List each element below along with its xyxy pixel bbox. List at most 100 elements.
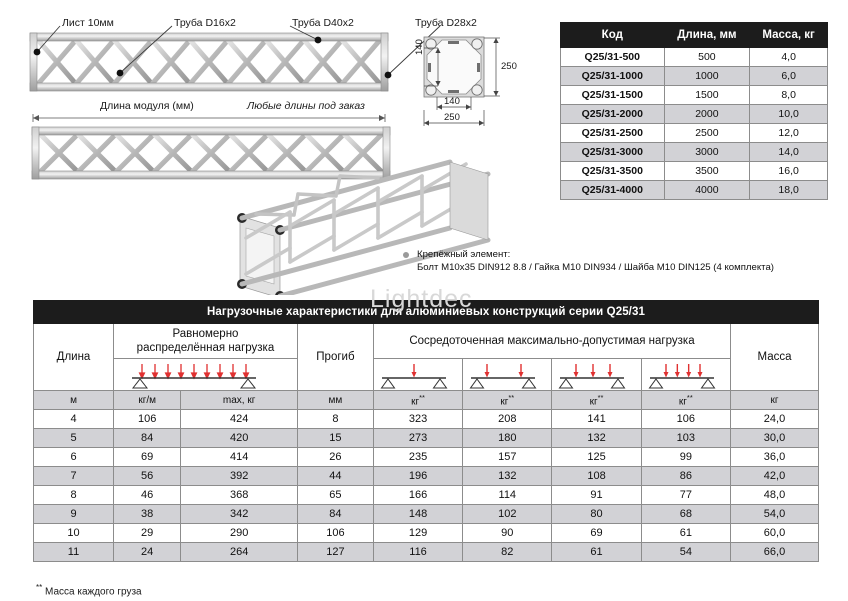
load-table-footnote: ** Масса каждого груза bbox=[36, 583, 142, 597]
load-characteristics-table: Нагрузочные характеристики для алюминиев… bbox=[33, 300, 819, 563]
diagram-distributed-load bbox=[113, 358, 298, 392]
product-code-table: Код Длина, мм Масса, кг Q25/31-500 500 4,0… bbox=[560, 22, 828, 200]
load-cell-p1: 148 bbox=[372, 504, 464, 525]
load-cell-length: 11 bbox=[33, 542, 114, 563]
unit-cell-0: м bbox=[33, 390, 114, 411]
load-cell-dist_max: 342 bbox=[180, 504, 298, 525]
truss-technical-drawing: Лист 10мм Труба D16x2 Труба D40x2 Труба … bbox=[0, 0, 560, 295]
table-row: 7 56 392 44 196 132 108 86 42,0 bbox=[33, 466, 819, 487]
load-cell-p2: 114 bbox=[462, 485, 553, 506]
load-cell-p2: 157 bbox=[462, 447, 553, 468]
product-cell-length: 500 bbox=[663, 47, 751, 67]
unit-cell-6: кг** bbox=[551, 390, 642, 411]
product-cell-code: Q25/31-3500 bbox=[560, 161, 665, 181]
callout-dot-d28 bbox=[384, 71, 392, 79]
load-cell-p3: 108 bbox=[551, 466, 642, 487]
load-cell-length: 5 bbox=[33, 428, 114, 449]
load-cell-p4: 77 bbox=[640, 485, 732, 506]
header-length: Длина bbox=[33, 322, 114, 392]
diagram-concentrated-1 bbox=[372, 358, 464, 392]
dim-outer-horizontal: 250 bbox=[444, 112, 460, 123]
load-cell-deflection: 8 bbox=[296, 409, 374, 430]
load-cell-p2: 208 bbox=[462, 409, 553, 430]
product-header-length: Длина, мм bbox=[663, 22, 751, 48]
product-cell-mass: 16,0 bbox=[749, 161, 828, 181]
load-cell-p2: 90 bbox=[462, 523, 553, 544]
load-cell-p2: 180 bbox=[462, 428, 553, 449]
load-cell-p4: 68 bbox=[640, 504, 732, 525]
table-row: 11 24 264 127 116 82 61 54 66,0 bbox=[33, 542, 819, 563]
product-cell-code: Q25/31-500 bbox=[560, 47, 665, 67]
load-cell-p4: 103 bbox=[640, 428, 732, 449]
load-cell-p4: 106 bbox=[640, 409, 732, 430]
load-cell-dist_kgm: 38 bbox=[112, 504, 182, 525]
load-cell-p4: 61 bbox=[640, 523, 732, 544]
load-cell-p4: 99 bbox=[640, 447, 732, 468]
product-cell-length: 3000 bbox=[663, 142, 751, 162]
table-row: 6 69 414 26 235 157 125 99 36,0 bbox=[33, 447, 819, 468]
product-cell-mass: 6,0 bbox=[749, 66, 828, 86]
load-cell-dist_max: 392 bbox=[180, 466, 298, 487]
load-cell-length: 4 bbox=[33, 409, 114, 430]
diagram-concentrated-2 bbox=[462, 358, 553, 392]
diagram-concentrated-4 bbox=[640, 358, 732, 392]
load-cell-p1: 129 bbox=[372, 523, 464, 544]
distributed-load-diagram-svg bbox=[131, 364, 257, 389]
load-cell-p3: 141 bbox=[551, 409, 642, 430]
load-cell-length: 8 bbox=[33, 485, 114, 506]
table-row: 9 38 342 84 148 102 80 68 54,0 bbox=[33, 504, 819, 525]
product-cell-length: 4000 bbox=[663, 180, 751, 200]
product-table-row: Q25/31-4000 4000 18,0 bbox=[560, 180, 828, 200]
header-mass: Масса bbox=[730, 322, 819, 392]
load-cell-mass: 66,0 bbox=[730, 542, 819, 563]
load-cell-dist_max: 368 bbox=[180, 485, 298, 506]
table-row: 5 84 420 15 273 180 132 103 30,0 bbox=[33, 428, 819, 449]
product-table-row: Q25/31-2500 2500 12,0 bbox=[560, 123, 828, 143]
product-cell-length: 1000 bbox=[663, 66, 751, 86]
table-row: 8 46 368 65 166 114 91 77 48,0 bbox=[33, 485, 819, 506]
load-cell-p2: 132 bbox=[462, 466, 553, 487]
dim-outer-vertical: 250 bbox=[501, 61, 517, 72]
product-table-row: Q25/31-2000 2000 10,0 bbox=[560, 104, 828, 124]
load-cell-mass: 24,0 bbox=[730, 409, 819, 430]
load-table-title: Нагрузочные характеристики для алюминиев… bbox=[33, 300, 819, 324]
product-table-row: Q25/31-3000 3000 14,0 bbox=[560, 142, 828, 162]
callout-dot-d40 bbox=[314, 36, 322, 44]
load-cell-length: 9 bbox=[33, 504, 114, 525]
load-cell-dist_kgm: 56 bbox=[112, 466, 182, 487]
footnote-text: Масса каждого груза bbox=[45, 586, 142, 598]
table-row: 10 29 290 106 129 90 69 61 60,0 bbox=[33, 523, 819, 544]
product-cell-length: 2500 bbox=[663, 123, 751, 143]
load-cell-length: 10 bbox=[33, 523, 114, 544]
bullet-icon bbox=[403, 252, 409, 258]
fastener-note-detail: Болт M10x35 DIN912 8.8 / Гайка M10 DIN93… bbox=[417, 261, 774, 273]
table-row: 4 106 424 8 323 208 141 106 24,0 bbox=[33, 409, 819, 430]
product-header-mass: Масса, кг bbox=[749, 22, 828, 48]
load-cell-mass: 30,0 bbox=[730, 428, 819, 449]
diagram-concentrated-3 bbox=[551, 358, 642, 392]
unit-cell-mass: кг bbox=[730, 390, 819, 411]
product-cell-length: 1500 bbox=[663, 85, 751, 105]
callout-dot-sheet bbox=[33, 48, 41, 56]
header-distributed: Равномерно распределённая нагрузка bbox=[113, 322, 298, 360]
truss-elevation-bottom bbox=[31, 126, 391, 180]
load-cell-p1: 235 bbox=[372, 447, 464, 468]
load-cell-p3: 91 bbox=[551, 485, 642, 506]
load-cell-p3: 61 bbox=[551, 542, 642, 563]
module-length-label: Длина модуля (мм) bbox=[100, 100, 194, 112]
load-cell-deflection: 65 bbox=[296, 485, 374, 506]
product-table-row: Q25/31-500 500 4,0 bbox=[560, 47, 828, 67]
product-table-row: Q25/31-1000 1000 6,0 bbox=[560, 66, 828, 86]
product-cell-code: Q25/31-2000 bbox=[560, 104, 665, 124]
load-cell-deflection: 26 bbox=[296, 447, 374, 468]
any-length-label: Любые длины под заказ bbox=[247, 100, 365, 112]
load-cell-p1: 323 bbox=[372, 409, 464, 430]
load-cell-dist_max: 420 bbox=[180, 428, 298, 449]
product-cell-mass: 12,0 bbox=[749, 123, 828, 143]
load-cell-p4: 54 bbox=[640, 542, 732, 563]
callout-label-d28: Труба D28x2 bbox=[415, 17, 477, 29]
load-cell-deflection: 127 bbox=[296, 542, 374, 563]
product-cell-mass: 4,0 bbox=[749, 47, 828, 67]
load-cell-mass: 42,0 bbox=[730, 466, 819, 487]
product-cell-length: 2000 bbox=[663, 104, 751, 124]
